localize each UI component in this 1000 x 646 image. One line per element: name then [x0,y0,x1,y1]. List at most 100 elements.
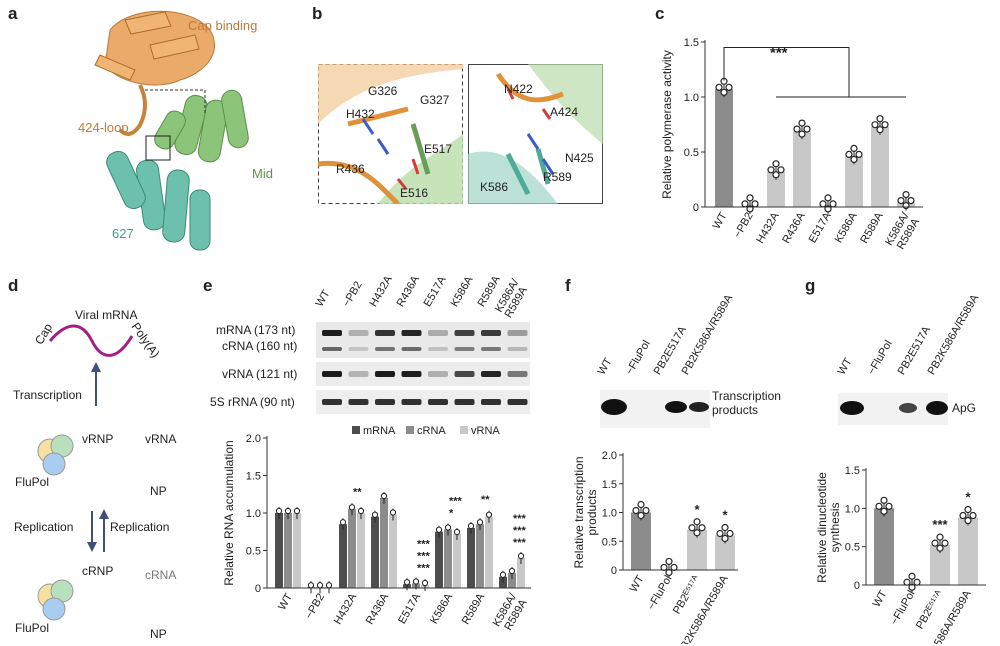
gel-band-crna [507,347,528,351]
gel-band-crna [322,347,342,351]
chart-e-dot [453,528,461,536]
chart-c-dot [798,119,806,127]
chart-c-dot [845,150,853,158]
chart-e-stars: *** * [449,496,463,520]
chart-e-dot [348,504,356,511]
panel-label-a: a [8,4,18,23]
chart-e-dot [412,578,420,585]
chart-g-dot [936,533,944,541]
gel-band-mrna [428,330,448,336]
chart-e-bar [435,531,443,588]
chart-f-dot [637,511,645,520]
chart-c-dot [850,155,858,163]
chart-f-bar [687,529,707,570]
chart-e-xtick-label: K586A [428,591,455,626]
chart-f-dot [665,568,673,577]
protein-structure-image [94,10,249,251]
chart-e-xtick-label: −PB2 [303,592,327,622]
gel-row-5s-rrna: 5S rRNA (90 nt) [210,395,295,409]
residue-e517: E517 [424,142,453,156]
chart-e-stars: *** *** *** [417,539,431,575]
gel-band-5s [481,399,501,405]
panel-label-g: g [805,276,816,295]
chart-f-xtick-label: WT [628,573,647,594]
gel-lane-label: H432A [367,273,395,309]
gel-band-vrna [481,371,501,377]
chart-c-dot [777,166,785,174]
gel-band-5s [322,399,342,405]
chart-c-dot [767,166,775,174]
chart-c-ylabel: Relative polymerase activity [660,50,674,199]
chart-e-bar [339,524,347,588]
chart-polymerase-activity: 0 0.5 1.0 1.5 Relative polymerase activity WT… [660,37,923,252]
gel-band-mrna [481,330,501,336]
chart-f-ytick-label: 2.0 [602,450,617,462]
chart-c-dot [871,121,879,129]
chart-g-stars: *** [932,517,948,532]
domain-627-label: 627 [112,226,134,241]
gel-band-5s [428,399,448,405]
chart-e-bar [357,513,365,588]
chart-f-xtick-label: −FluPol [645,574,674,613]
gel-band-mrna [401,330,422,336]
chart-g-xtick-label: PB2ᴱ⁵¹⁷ᴬ [914,588,946,631]
chart-c-bar [845,156,863,207]
residue-k586: K586 [480,180,509,194]
gel-lane-label: R436A [394,273,422,309]
chart-c-xtick-label: R436A [780,210,808,246]
gel-band-vrna [375,371,395,377]
chart-e-bar [389,514,397,588]
gel-lane-label: K586A [448,274,476,309]
panel-label-b: b [312,4,323,23]
chart-f-stars: * [694,502,700,517]
gel-row-crna: cRNA (160 nt) [222,339,298,353]
gel-band-mrna [348,330,369,336]
chart-e-ytick-label: 0.5 [246,546,261,558]
chart-g-dot [908,583,916,591]
chart-e-bar [508,573,516,588]
chart-g-bar [930,545,950,585]
replication-label-left: Replication [14,520,74,534]
chart-c-bar [793,131,811,207]
chart-e-bar [380,498,388,588]
chart-e-legend-swatch [460,426,468,434]
chart-e-ytick-label: 2.0 [246,433,261,445]
chart-g-ytick-label: 0 [854,580,860,592]
chart-c-ytick-label: 1.5 [684,37,699,49]
gel-lane-label: WT [313,288,333,309]
gel-lane-label: E517A [421,274,449,309]
gel-lane-label: −PB2 [340,279,365,309]
chart-e-dot [325,582,333,589]
zoom-view-left [318,64,463,204]
chart-e-dot [476,519,484,526]
chart-e-dot [435,526,443,533]
chart-g-dot [941,539,949,547]
chart-c-dot [772,171,780,179]
chart-rna-accumulation: 0 0.5 1.0 1.5 2.0 Relative RNA accumulation **… [222,425,531,633]
chart-e-dot [403,579,411,586]
residue-n425: N425 [565,151,594,165]
chart-e-ytick-label: 0 [255,583,261,595]
gel-f-lane-label: PB2K586A/R589A [679,292,736,377]
chart-g-ytick-label: 1.5 [845,465,860,477]
chart-c-dot [715,83,723,91]
replication-label-right: Replication [110,520,170,534]
chart-g-dot [875,502,883,510]
gel-band-mrna [322,330,342,336]
chart-f-dot [693,529,701,537]
chart-c-dot [798,130,806,138]
chart-c-dot [907,197,915,205]
gel-row-vrna: vRNA (121 nt) [222,367,298,381]
chart-e-xtick-label: E517A [396,591,423,626]
chart-e-bar [371,516,379,588]
chart-g-dot [959,511,967,520]
chart-c-dot [876,115,884,123]
chart-e-dot [508,567,516,575]
gel-band-5s [507,399,528,405]
chart-c-xtick-label: H432A [754,210,782,246]
chart-c-dot [850,144,858,153]
chart-c-dot [741,200,749,208]
chart-g-dot [908,572,916,580]
chart-c-dot [725,83,733,91]
